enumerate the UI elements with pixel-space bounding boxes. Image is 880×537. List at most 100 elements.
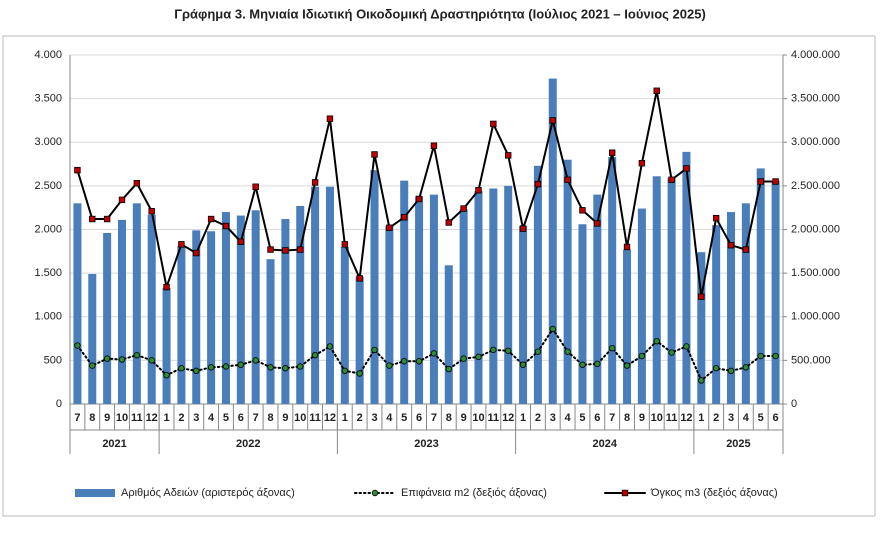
x-tick-label: 6 [238,412,244,424]
x-tick-label: 2 [357,412,363,424]
point-marker [772,352,779,360]
point-marker [653,87,660,94]
point-marker [415,195,423,203]
y2-tick-label: 3.500.000 [791,93,840,105]
point-marker [594,360,601,368]
y-tick-label: 1.000 [34,311,62,323]
point-marker [549,117,556,124]
point-marker [772,178,779,185]
bar [88,273,97,404]
bar [489,188,498,404]
point-marker [415,358,423,365]
x-tick-label: 3 [550,412,556,424]
point-marker [133,180,141,187]
point-marker [341,367,349,375]
point-marker [653,337,660,345]
point-marker [564,348,571,355]
point-marker [683,343,690,350]
point-marker [742,364,750,371]
bar [325,186,334,404]
point-marker [193,249,200,257]
point-marker [638,159,646,167]
point-marker [356,275,363,282]
legend-swatch [75,489,115,497]
bar [340,246,349,404]
bar [73,203,82,404]
point-marker [504,152,512,159]
x-tick-label: 8 [89,412,95,424]
point-marker [311,351,319,359]
point-marker [504,347,512,354]
point-marker [668,349,675,356]
point-marker [148,207,155,215]
point-marker [549,325,556,333]
bar [771,180,780,404]
x-tick-label: 2 [178,412,184,424]
bar [385,226,394,404]
point-marker [193,367,200,375]
point-marker [638,352,646,360]
point-marker [534,180,542,188]
x-tick-label: 4 [208,412,215,424]
bar [429,194,438,404]
bar [221,212,230,404]
x-tick-label: 12 [146,412,158,424]
x-tick-label: 8 [267,412,273,424]
x-tick-label: 4 [386,412,393,424]
x-tick-label: 7 [74,412,80,424]
point-marker [445,365,452,373]
bar [652,176,661,404]
bar [637,208,646,404]
point-marker [178,365,185,372]
bar [682,151,691,404]
x-tick-label: 6 [594,412,600,424]
point-marker [222,222,230,230]
y-tick-label: 2.500 [34,180,62,192]
point-marker [621,489,629,497]
point-marker [460,205,467,212]
point-marker [163,372,170,379]
point-marker [445,219,452,226]
bar [756,168,765,404]
bar [444,265,453,404]
bar [519,226,528,404]
x-tick-label: 2 [713,412,719,424]
year-label: 2024 [593,438,618,450]
bar [741,203,750,404]
bar [415,196,424,404]
x-tick-label: 4 [565,412,572,424]
y-tick-label: 4.000 [34,49,62,61]
x-tick-label: 8 [624,412,630,424]
point-marker [579,361,586,368]
point-marker [475,187,482,194]
x-tick-label: 2 [535,412,541,424]
x-tick-label: 1 [698,412,704,424]
point-marker [326,343,334,350]
point-marker [252,183,259,190]
y2-tick-label: 3.000.000 [791,136,840,148]
bar [177,246,186,404]
x-tick-label: 8 [446,412,452,424]
point-marker [386,224,393,231]
point-marker [460,355,467,362]
point-marker [430,142,438,149]
point-marker [371,151,378,158]
bar [103,232,112,404]
point-marker [282,247,289,254]
point-marker [74,166,81,174]
x-tick-label: 12 [502,412,514,424]
point-marker [564,176,571,183]
x-tick-label: 10 [294,412,306,424]
point-marker [89,215,96,223]
y-tick-label: 1.500 [34,267,62,279]
point-marker [757,352,764,360]
point-marker [326,115,334,122]
y2-tick-label: 4.000.000 [791,49,840,61]
year-label: 2025 [726,438,750,450]
point-marker [297,246,304,253]
bar [578,224,587,404]
bar [117,219,127,404]
point-marker [594,220,601,227]
point-marker [608,149,616,156]
chart-title: Γράφημα 3. Μηνιαία Ιδιωτική Οικοδομική Δ… [174,6,706,21]
